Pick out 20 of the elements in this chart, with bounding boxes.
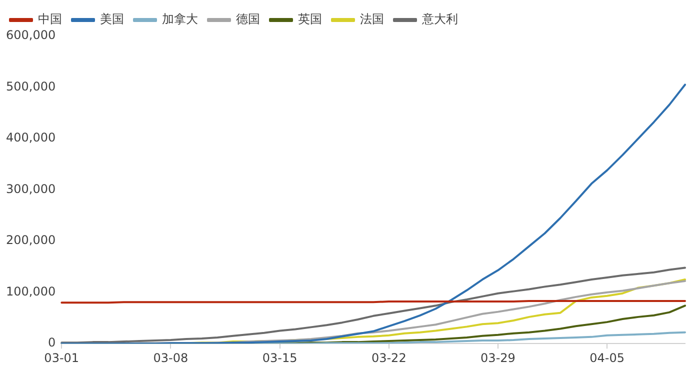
- y-tick-label: 200,000: [6, 233, 56, 248]
- x-tick-label: 03-29: [480, 350, 516, 365]
- x-tick-label: 03-08: [153, 350, 188, 365]
- legend-label: 美国: [100, 12, 124, 26]
- legend-label: 意大利: [421, 12, 458, 26]
- y-tick-label: 300,000: [6, 182, 56, 196]
- x-tick-label: 03-22: [371, 350, 406, 365]
- legend-label: 加拿大: [162, 12, 198, 26]
- x-tick-label: 03-01: [44, 350, 80, 365]
- y-tick-label: 500,000: [6, 79, 56, 94]
- legend-label: 英国: [298, 12, 322, 26]
- y-tick-label: 0: [48, 336, 56, 350]
- y-tick-label: 600,000: [6, 28, 56, 42]
- legend-label: 中国: [38, 12, 62, 26]
- x-tick-label: 03-15: [262, 350, 298, 365]
- x-tick-label: 04-05: [590, 350, 625, 365]
- y-tick-label: 100,000: [6, 284, 56, 298]
- y-tick-label: 400,000: [6, 130, 56, 145]
- legend-label: 法国: [360, 12, 384, 26]
- legend-label: 德国: [236, 12, 260, 26]
